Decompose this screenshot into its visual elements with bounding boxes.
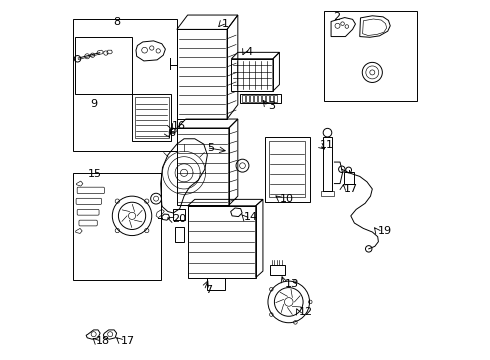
Bar <box>250 95 253 102</box>
Text: 19: 19 <box>378 226 392 236</box>
Bar <box>324 12 417 101</box>
Text: 13: 13 <box>285 279 299 289</box>
Text: 20: 20 <box>172 215 187 224</box>
Text: 7: 7 <box>205 285 212 296</box>
Text: 12: 12 <box>299 307 313 317</box>
Bar <box>231 59 273 91</box>
Bar <box>254 95 257 102</box>
Text: 8: 8 <box>113 17 121 27</box>
Text: 11: 11 <box>320 140 334 150</box>
Bar <box>188 206 256 278</box>
Bar <box>321 191 334 196</box>
Text: 14: 14 <box>245 212 258 221</box>
Bar <box>265 137 310 202</box>
Text: 18: 18 <box>96 336 110 346</box>
Bar <box>242 95 245 102</box>
Bar <box>177 128 229 205</box>
Text: 4: 4 <box>245 46 252 57</box>
Bar <box>262 95 265 102</box>
Text: 2: 2 <box>333 12 340 22</box>
Bar <box>269 141 305 197</box>
Text: 6: 6 <box>168 129 175 138</box>
Bar <box>270 95 273 102</box>
Text: 17: 17 <box>121 336 135 346</box>
Bar <box>266 95 269 102</box>
Text: 17: 17 <box>343 184 358 194</box>
Text: 10: 10 <box>280 194 294 204</box>
Bar <box>240 94 281 103</box>
Bar <box>74 37 132 94</box>
Bar <box>274 95 277 102</box>
Bar <box>258 95 261 102</box>
Bar <box>246 95 249 102</box>
Text: 9: 9 <box>90 99 97 109</box>
Text: 16: 16 <box>172 121 186 131</box>
Bar <box>343 172 354 184</box>
Bar <box>135 97 169 138</box>
Text: 5: 5 <box>207 143 214 153</box>
Text: 3: 3 <box>269 102 275 112</box>
Bar <box>73 173 161 280</box>
Bar <box>323 137 332 191</box>
Bar <box>73 19 177 151</box>
Text: 15: 15 <box>88 168 102 179</box>
Bar <box>270 265 285 275</box>
Bar <box>207 278 225 290</box>
Text: 1: 1 <box>221 19 229 29</box>
Bar <box>132 94 172 140</box>
Bar <box>177 30 227 119</box>
